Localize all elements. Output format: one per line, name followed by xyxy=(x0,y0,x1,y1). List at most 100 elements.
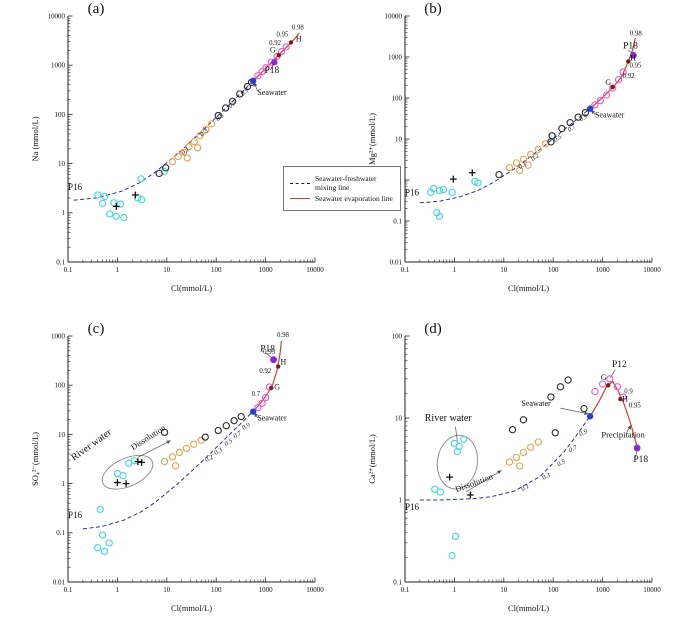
svg-text:1: 1 xyxy=(62,209,66,217)
svg-text:1000: 1000 xyxy=(51,62,66,70)
svg-text:0.3: 0.3 xyxy=(199,127,210,138)
svg-text:0.95: 0.95 xyxy=(629,402,641,409)
svg-text:1: 1 xyxy=(453,266,457,274)
svg-text:0.9: 0.9 xyxy=(578,113,589,124)
svg-text:P18: P18 xyxy=(633,455,648,465)
svg-text:H: H xyxy=(280,357,286,366)
svg-text:P18: P18 xyxy=(623,42,638,52)
svg-text:P16: P16 xyxy=(68,182,83,192)
svg-text:0.1: 0.1 xyxy=(401,586,410,594)
svg-text:1000: 1000 xyxy=(596,586,611,594)
svg-text:Cl(mmol/L): Cl(mmol/L) xyxy=(171,283,212,293)
svg-text:0.9: 0.9 xyxy=(624,388,633,395)
svg-text:P18: P18 xyxy=(260,345,275,355)
svg-text:0.7: 0.7 xyxy=(567,123,578,134)
svg-text:10: 10 xyxy=(500,266,508,274)
svg-text:0.01: 0.01 xyxy=(390,258,403,266)
svg-text:Cl(mmol/L): Cl(mmol/L) xyxy=(508,603,549,613)
svg-text:1: 1 xyxy=(453,586,457,594)
svg-text:0.95: 0.95 xyxy=(277,32,289,39)
legend-item-evaporation-line: Seawater evaporation line xyxy=(290,194,396,203)
svg-text:10000: 10000 xyxy=(643,266,661,274)
svg-text:10: 10 xyxy=(395,414,403,422)
svg-text:0.1: 0.1 xyxy=(64,266,73,274)
svg-text:10: 10 xyxy=(395,135,403,143)
svg-text:0.95: 0.95 xyxy=(629,62,641,69)
svg-text:1000: 1000 xyxy=(259,266,274,274)
svg-text:G: G xyxy=(274,382,280,391)
svg-text:G: G xyxy=(601,373,607,382)
svg-text:G: G xyxy=(270,46,276,55)
legend-item-label: Seawater-freshwater mixing line xyxy=(315,174,377,192)
svg-text:H: H xyxy=(622,394,628,403)
svg-text:1000: 1000 xyxy=(596,266,611,274)
svg-text:H: H xyxy=(296,35,302,44)
svg-text:(d): (d) xyxy=(424,321,442,337)
svg-text:1: 1 xyxy=(399,496,403,504)
svg-text:0.1: 0.1 xyxy=(520,483,530,493)
svg-text:0.92: 0.92 xyxy=(259,368,271,375)
svg-text:(b): (b) xyxy=(424,1,442,17)
svg-text:0.1: 0.1 xyxy=(401,266,410,274)
svg-text:Seawater: Seawater xyxy=(595,111,625,120)
svg-text:P12: P12 xyxy=(612,360,627,370)
svg-text:0.98: 0.98 xyxy=(277,332,289,339)
svg-text:10000: 10000 xyxy=(306,266,324,274)
svg-text:River water: River water xyxy=(425,413,473,424)
svg-text:0.5: 0.5 xyxy=(553,133,564,144)
svg-text:P18: P18 xyxy=(264,66,279,76)
svg-text:1000: 1000 xyxy=(51,332,66,340)
svg-text:0.3: 0.3 xyxy=(541,472,552,482)
evaporation-line-swatch xyxy=(290,198,310,199)
figure-legend: Seawater-freshwater mixing line Seawater… xyxy=(283,166,401,211)
chart-panel-b: 0.11101001000100000.010.1110100100010000… xyxy=(367,1,661,293)
svg-text:Ca²⁺(mmol/L): Ca²⁺(mmol/L) xyxy=(367,434,377,484)
svg-text:0.98: 0.98 xyxy=(630,31,642,38)
svg-text:0.5: 0.5 xyxy=(556,458,567,468)
svg-text:0.7: 0.7 xyxy=(252,391,261,398)
svg-text:0.3: 0.3 xyxy=(213,446,224,456)
svg-text:1000: 1000 xyxy=(388,53,403,61)
svg-text:0.7: 0.7 xyxy=(227,99,238,110)
svg-text:100: 100 xyxy=(392,332,403,340)
svg-text:0.9: 0.9 xyxy=(240,86,251,97)
svg-text:P16: P16 xyxy=(405,187,420,197)
svg-text:Seawater: Seawater xyxy=(257,88,287,97)
svg-text:10000: 10000 xyxy=(643,586,661,594)
svg-text:10: 10 xyxy=(58,160,66,168)
svg-text:10: 10 xyxy=(500,586,508,594)
svg-text:0.2: 0.2 xyxy=(530,152,541,163)
svg-text:100: 100 xyxy=(211,266,222,274)
svg-text:1: 1 xyxy=(116,266,120,274)
svg-text:(c): (c) xyxy=(88,321,105,337)
svg-text:10000: 10000 xyxy=(385,12,403,20)
svg-text:100: 100 xyxy=(392,94,403,102)
svg-text:P16: P16 xyxy=(405,502,420,512)
svg-text:10: 10 xyxy=(58,431,66,439)
svg-text:100: 100 xyxy=(55,111,66,119)
svg-text:0.9: 0.9 xyxy=(578,428,589,438)
svg-text:0.7: 0.7 xyxy=(232,429,243,439)
svg-text:0.1: 0.1 xyxy=(64,586,73,594)
svg-text:0.1: 0.1 xyxy=(56,258,65,266)
svg-text:(a): (a) xyxy=(88,1,105,17)
svg-text:0.9: 0.9 xyxy=(241,421,252,431)
mixing-line-swatch xyxy=(290,182,310,184)
chart-panel-d: 0.1 1 10 100 1000 10000 0.1 1 10 100 Cl(mmol/L) Ca²… xyxy=(367,321,661,613)
svg-text:0.5: 0.5 xyxy=(223,437,234,447)
svg-text:0.5: 0.5 xyxy=(215,112,226,123)
svg-text:1: 1 xyxy=(62,480,66,488)
svg-text:0.95: 0.95 xyxy=(263,349,275,356)
legend-item-mixing-line: Seawater-freshwater mixing line xyxy=(290,174,396,192)
svg-text:0.2: 0.2 xyxy=(204,453,215,463)
svg-text:0.1: 0.1 xyxy=(517,160,528,170)
svg-text:Cl(mmol/L): Cl(mmol/L) xyxy=(171,603,212,613)
svg-text:0.1: 0.1 xyxy=(393,217,402,225)
svg-text:1000: 1000 xyxy=(259,586,274,594)
svg-text:Dissolution: Dissolution xyxy=(129,422,168,452)
svg-text:Seawater: Seawater xyxy=(257,414,287,423)
svg-text:P16: P16 xyxy=(68,510,83,520)
svg-text:0.1: 0.1 xyxy=(56,529,65,537)
svg-text:10000: 10000 xyxy=(306,586,324,594)
